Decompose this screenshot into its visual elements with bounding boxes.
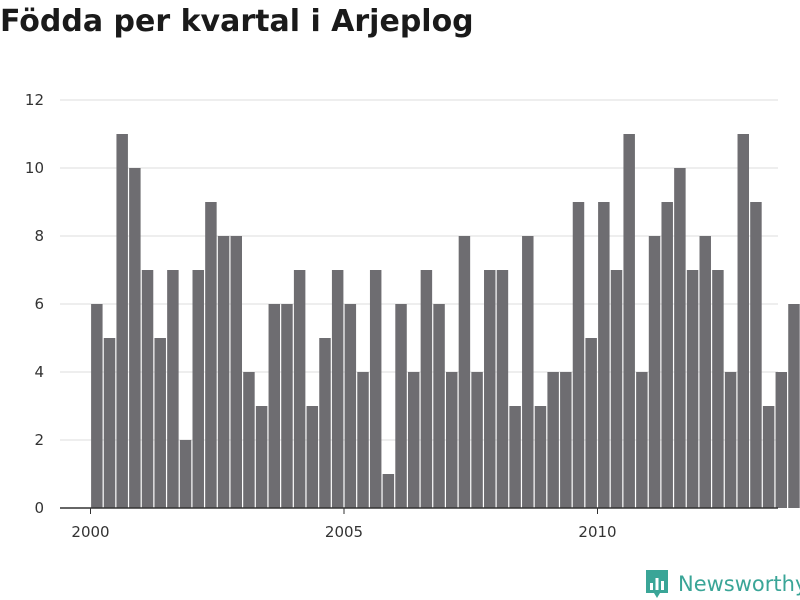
y-tick-label: 10 xyxy=(25,159,44,177)
bar xyxy=(509,406,521,508)
bar xyxy=(534,406,547,508)
y-tick-label: 2 xyxy=(34,431,44,449)
x-tick-label: 2010 xyxy=(578,523,616,541)
bar xyxy=(471,372,483,508)
x-axis: 200020052010201520202025 xyxy=(60,507,778,541)
bar xyxy=(712,270,724,508)
bar xyxy=(547,372,559,508)
bar xyxy=(648,236,661,508)
bar xyxy=(775,372,788,508)
bar xyxy=(268,304,281,508)
bar xyxy=(598,202,610,508)
bar xyxy=(129,168,141,508)
newsworthy-icon xyxy=(646,570,668,598)
bar xyxy=(458,236,471,508)
bar xyxy=(319,338,331,508)
bar xyxy=(192,270,204,508)
bar xyxy=(357,372,369,508)
bar xyxy=(205,202,217,508)
bar xyxy=(699,236,711,508)
bar xyxy=(306,406,319,508)
bar xyxy=(116,134,128,508)
bar xyxy=(661,202,673,508)
bar xyxy=(167,270,179,508)
y-tick-label: 4 xyxy=(34,363,44,381)
bar xyxy=(331,270,344,508)
y-axis-labels: 0 2 4 6 8 10 12 xyxy=(25,91,44,517)
bar xyxy=(255,406,268,508)
bar xyxy=(623,134,635,508)
bar xyxy=(141,270,154,508)
bar xyxy=(179,440,192,508)
bar xyxy=(636,372,648,508)
bar xyxy=(420,270,433,508)
bar xyxy=(585,338,597,508)
bar xyxy=(788,304,800,508)
bar xyxy=(217,236,230,508)
bar xyxy=(560,372,572,508)
bar xyxy=(446,372,458,508)
bar xyxy=(737,134,749,508)
bar xyxy=(724,372,737,508)
bar xyxy=(762,406,775,508)
bar xyxy=(433,304,445,508)
newsworthy-logo[interactable]: Newsworthy xyxy=(644,568,800,600)
bar xyxy=(674,168,686,508)
bar xyxy=(496,270,509,508)
bar xyxy=(484,270,496,508)
bar xyxy=(91,304,103,508)
x-tick-label: 2005 xyxy=(325,523,363,541)
bar xyxy=(407,372,420,508)
y-tick-label: 0 xyxy=(34,499,44,517)
bar xyxy=(293,270,306,508)
bar xyxy=(281,304,293,508)
bar xyxy=(572,202,585,508)
x-tick-label: 2000 xyxy=(71,523,109,541)
bar xyxy=(522,236,534,508)
brand-name: Newsworthy xyxy=(678,572,800,596)
y-tick-label: 6 xyxy=(34,295,44,313)
bar xyxy=(382,474,395,508)
bar xyxy=(230,236,242,508)
bar xyxy=(154,338,166,508)
bars xyxy=(91,134,800,508)
bar xyxy=(243,372,255,508)
bar xyxy=(686,270,699,508)
y-tick-label: 8 xyxy=(34,227,44,245)
bar xyxy=(610,270,623,508)
y-tick-label: 12 xyxy=(25,91,44,109)
bar xyxy=(395,304,407,508)
chart-title: Födda per kvartal i Arjeplog xyxy=(0,4,474,39)
bar xyxy=(103,338,116,508)
bar xyxy=(750,202,762,508)
bar xyxy=(344,304,357,508)
bar xyxy=(369,270,382,508)
